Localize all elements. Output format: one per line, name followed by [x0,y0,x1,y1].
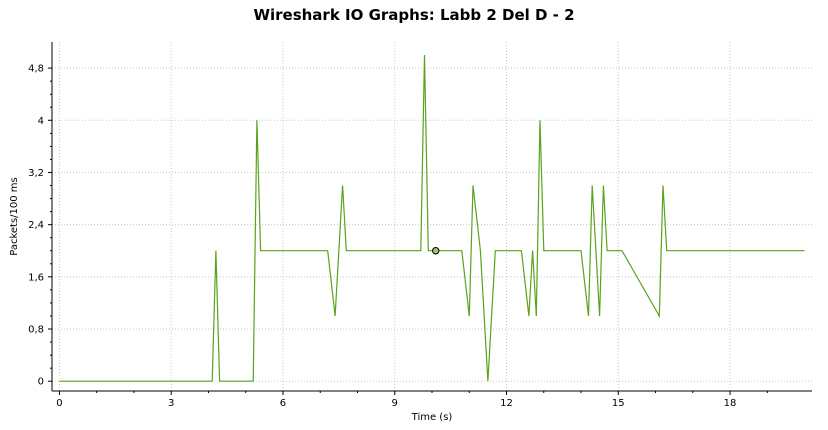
x-tick-label: 18 [724,398,737,409]
y-tick-label: 4 [38,116,44,127]
x-tick-label: 0 [56,398,62,409]
x-tick-label: 3 [168,398,174,409]
x-tick-label: 15 [612,398,625,409]
plot-area [52,42,812,391]
y-tick-label: 4,8 [28,64,44,75]
y-tick-label: 2,4 [28,220,44,231]
series-layer [59,54,805,382]
y-axis-label: Packets/100 ms [9,177,20,256]
x-tick-label: 12 [500,398,513,409]
y-tick-label: 3,2 [28,168,44,179]
series-line [59,54,805,382]
x-tick-label: 9 [392,398,398,409]
x-tick-label: 6 [280,398,286,409]
x-axis-label: Time (s) [411,412,453,423]
y-tick-label: 1,6 [28,272,44,283]
y-tick-label: 0 [38,377,44,388]
chart-title: Wireshark IO Graphs: Labb 2 Del D - 2 [253,6,575,24]
cursor-marker[interactable] [432,247,440,255]
y-tick-label: 0,8 [28,325,44,336]
ticks: 0 3 6 9 12 15 18 0 0,8 1,6 2,4 3,2 4 4,8 [28,64,768,409]
